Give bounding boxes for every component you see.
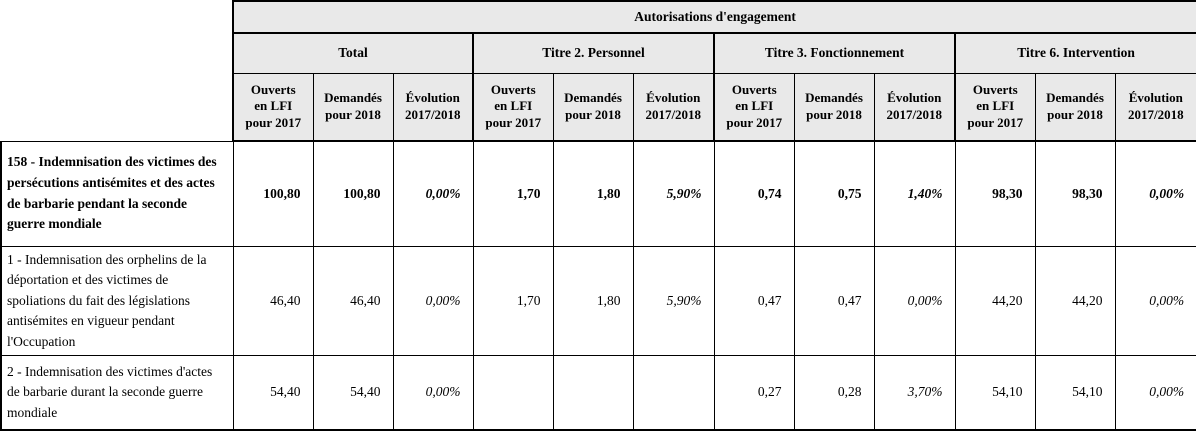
subheader-evolution: Évolution 2017/2018 bbox=[392, 72, 474, 142]
subheader-ouverts: Ouverts en LFI pour 2017 bbox=[954, 72, 1036, 142]
value-cell: 44,20 bbox=[954, 245, 1036, 357]
value-cell: 1,40% bbox=[873, 140, 956, 247]
value-cell: 46,40 bbox=[312, 245, 394, 357]
value-cell: 1,70 bbox=[472, 140, 554, 247]
value-cell: 1,80 bbox=[552, 140, 634, 247]
value-cell: 0,00% bbox=[873, 245, 956, 357]
subheader-demandes: Demandés pour 2018 bbox=[793, 72, 875, 142]
value-cell: 98,30 bbox=[1034, 140, 1116, 247]
subheader-demandes: Demandés pour 2018 bbox=[1034, 72, 1116, 142]
value-cell: 5,90% bbox=[632, 140, 715, 247]
value-cell: 0,75 bbox=[793, 140, 875, 247]
corner-spacer bbox=[1, 1, 234, 33]
group-header-titre2: Titre 2. Personnel bbox=[472, 32, 715, 74]
value-cell: 0,00% bbox=[1114, 245, 1196, 357]
group-header-titre6: Titre 6. Intervention bbox=[953, 32, 1196, 74]
subheader-ouverts: Ouverts en LFI pour 2017 bbox=[232, 72, 314, 142]
subheader-demandes: Demandés pour 2018 bbox=[312, 72, 394, 142]
row-label: 2 - Indemnisation des victimes d'actes d… bbox=[0, 355, 234, 431]
subheader-demandes: Demandés pour 2018 bbox=[552, 72, 634, 142]
value-cell: 0,00% bbox=[1114, 355, 1196, 431]
subheader-evolution: Évolution 2017/2018 bbox=[1114, 72, 1196, 142]
value-cell: 0,00% bbox=[392, 245, 474, 357]
value-cell bbox=[552, 355, 634, 431]
value-cell: 0,74 bbox=[713, 140, 795, 247]
value-cell: 3,70% bbox=[873, 355, 956, 431]
value-cell: 54,10 bbox=[1034, 355, 1116, 431]
value-cell: 0,00% bbox=[1114, 140, 1196, 247]
value-cell: 0,47 bbox=[713, 245, 795, 357]
corner-spacer bbox=[1, 33, 234, 73]
row-label: 158 - Indemnisation des victimes des per… bbox=[0, 140, 234, 247]
group-header-total: Total bbox=[232, 32, 474, 74]
value-cell: 1,80 bbox=[552, 245, 634, 357]
subheader-evolution: Évolution 2017/2018 bbox=[632, 72, 715, 142]
value-cell: 100,80 bbox=[312, 140, 394, 247]
value-cell: 46,40 bbox=[232, 245, 314, 357]
value-cell: 54,40 bbox=[232, 355, 314, 431]
value-cell: 5,90% bbox=[632, 245, 715, 357]
value-cell: 0,00% bbox=[392, 355, 474, 431]
subheader-ouverts: Ouverts en LFI pour 2017 bbox=[713, 72, 795, 142]
value-cell: 44,20 bbox=[1034, 245, 1116, 357]
value-cell: 0,00% bbox=[392, 140, 474, 247]
value-cell: 1,70 bbox=[472, 245, 554, 357]
value-cell: 54,40 bbox=[312, 355, 394, 431]
value-cell bbox=[472, 355, 554, 431]
subheader-evolution: Évolution 2017/2018 bbox=[873, 72, 956, 142]
value-cell: 100,80 bbox=[232, 140, 314, 247]
subheader-ouverts: Ouverts en LFI pour 2017 bbox=[472, 72, 554, 142]
value-cell: 0,27 bbox=[713, 355, 795, 431]
value-cell: 98,30 bbox=[954, 140, 1036, 247]
value-cell: 0,47 bbox=[793, 245, 875, 357]
corner-spacer bbox=[1, 73, 234, 141]
group-header-titre3: Titre 3. Fonctionnement bbox=[713, 32, 956, 74]
value-cell bbox=[632, 355, 715, 431]
value-cell: 0,28 bbox=[793, 355, 875, 431]
value-cell: 54,10 bbox=[954, 355, 1036, 431]
row-label: 1 - Indemnisation des orphelins de la dé… bbox=[0, 245, 234, 357]
table-title: Autorisations d'engagement bbox=[231, 0, 1196, 34]
